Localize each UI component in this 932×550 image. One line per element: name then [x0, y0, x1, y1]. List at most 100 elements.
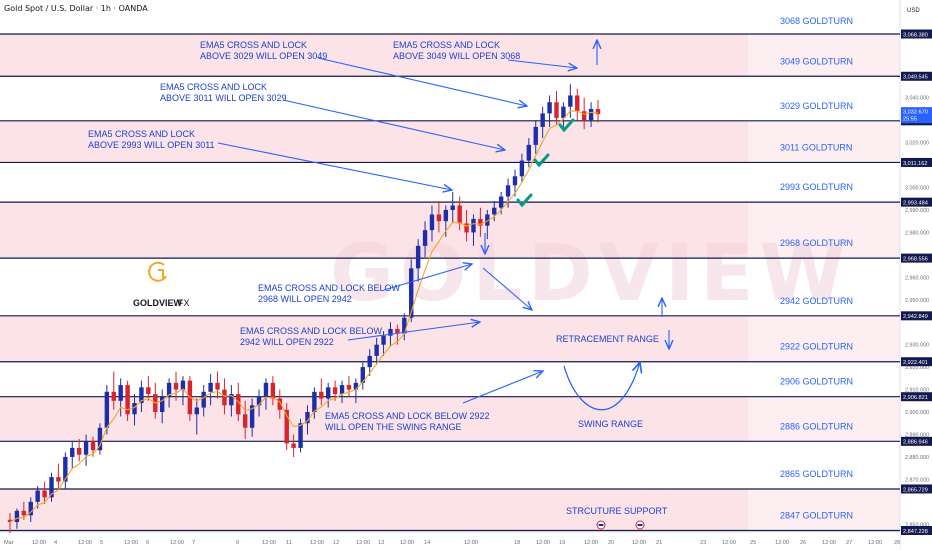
level-tag-8: 2,906.821: [903, 395, 928, 401]
candle-body-27: [194, 407, 199, 415]
candle-body-64: [450, 205, 455, 210]
level-label-10: 2865 GOLDTURN: [780, 469, 853, 479]
annotation-4-line-1: 2968 WILL OPEN 2942: [258, 294, 352, 304]
candle-body-70: [492, 207, 497, 215]
candle-body-77: [540, 113, 545, 127]
candle-body-46: [326, 387, 331, 399]
level-label-1: 3049 GOLDTURN: [780, 56, 853, 66]
y-tick-11: 2,900.000: [905, 410, 929, 416]
candle-body-28: [201, 391, 206, 408]
annotation-3-line-0: EMA5 CROSS AND LOCK: [88, 129, 195, 139]
candle-body-44: [312, 391, 317, 413]
x-tick-7: 12:00: [170, 540, 184, 546]
candle-body-74: [519, 160, 525, 177]
x-tick-3: 12:00: [78, 540, 92, 546]
candle-body-9: [70, 447, 75, 457]
candle-body-20: [146, 387, 151, 395]
logo-g-icon: [148, 261, 167, 282]
candle-body-81: [568, 95, 573, 107]
candle-body-14: [104, 391, 110, 428]
level-tag-bg-6: [901, 311, 932, 321]
x-tick-5: 12:00: [124, 540, 138, 546]
zone-band-2: [0, 202, 748, 259]
level-label-0: 3068 GOLDTURN: [780, 16, 853, 26]
candle-body-39: [277, 398, 282, 410]
level-tag-bg-11: [901, 526, 932, 535]
x-tick-4: 5: [100, 540, 103, 546]
candle-body-29: [208, 382, 213, 392]
level-tag-bg-9: [901, 436, 932, 446]
candle-body-31: [222, 389, 227, 406]
annotation-9-line-0: STRCUTURE SUPPORT: [566, 506, 668, 516]
candle-body-36: [256, 396, 262, 406]
level-tag-bg-7: [901, 357, 932, 367]
annotation-5-line-0: EMA5 CROSS AND LOCK BELOW: [240, 326, 383, 336]
x-tick-25: 21: [656, 540, 662, 546]
symbol-title: Gold Spot / U.S. Dollar · 1h · OANDA: [4, 4, 148, 13]
candle-body-2: [21, 510, 27, 516]
candle-body-62: [436, 214, 442, 222]
candle-body-6: [49, 477, 54, 498]
y-tick-15: 2,850.000: [905, 522, 929, 528]
level-tag-0: 3,068.380: [903, 32, 928, 38]
candle-body-85: [595, 108, 601, 115]
candle-body-1: [14, 510, 20, 523]
x-tick-1: 12:00: [32, 540, 46, 546]
level-label-3: 3011 GOLDTURN: [780, 142, 852, 152]
annotation-4-line-0: EMA5 CROSS AND LOCK BELOW: [258, 283, 401, 293]
candle-body-76: [533, 126, 538, 145]
candle-body-71: [498, 196, 504, 208]
y-tick-0: 3,040.000: [905, 96, 929, 102]
x-tick-6: 6: [146, 540, 149, 546]
annotation-6: RETRACEMENT RANGE: [556, 334, 659, 344]
candle-body-54: [381, 335, 386, 345]
x-tick-34: 28: [894, 540, 900, 546]
x-tick-22: 12:00: [584, 540, 598, 546]
level-tag-bg-10: [901, 484, 932, 494]
candle-body-42: [298, 423, 303, 448]
x-tick-16: 12:00: [400, 540, 414, 546]
y-tick-5: 2,980.000: [905, 230, 929, 236]
candles-group: [7, 84, 601, 534]
level-label-11: 2847 GOLDTURN: [780, 511, 853, 521]
currency-label: USD: [907, 8, 920, 14]
candle-body-59: [415, 245, 421, 269]
candle-body-67: [471, 218, 476, 233]
arrow-6: [482, 267, 532, 310]
candle-body-47: [332, 387, 338, 395]
candle-body-75: [526, 144, 532, 161]
x-tick-9: 9: [236, 540, 239, 546]
y-tick-3: 3,000.000: [905, 186, 929, 192]
y-tick-7: 2,950.000: [905, 298, 929, 304]
ema5-line: [9, 110, 599, 523]
x-tick-11: 11: [286, 540, 292, 546]
x-tick-0: Mar: [4, 540, 14, 546]
candle-body-10: [76, 447, 82, 455]
price-axis: [900, 0, 932, 550]
candle-body-66: [464, 223, 469, 233]
candle-body-15: [111, 391, 116, 401]
y-tick-8: 2,930.000: [905, 343, 929, 349]
annotation-8-line-0: SWING RANGE: [578, 419, 643, 429]
time-axis: [0, 532, 900, 550]
candle-body-65: [457, 205, 462, 224]
x-tick-14: 12:00: [356, 540, 370, 546]
current-price-tag: 3,032.670: [903, 110, 928, 116]
candle-body-72: [505, 185, 511, 197]
swing-curve-arrow: [563, 362, 640, 411]
x-tick-15: 13: [378, 540, 384, 546]
event-flag-stripe-0: [598, 524, 604, 526]
zone-band-4: [0, 396, 748, 442]
level-label-7: 2922 GOLDTURN: [780, 342, 853, 352]
candle-body-41: [291, 443, 296, 448]
candle-body-22: [159, 396, 165, 413]
level-label-4: 2993 GOLDTURN: [780, 182, 853, 192]
x-tick-33: 12:00: [868, 540, 882, 546]
